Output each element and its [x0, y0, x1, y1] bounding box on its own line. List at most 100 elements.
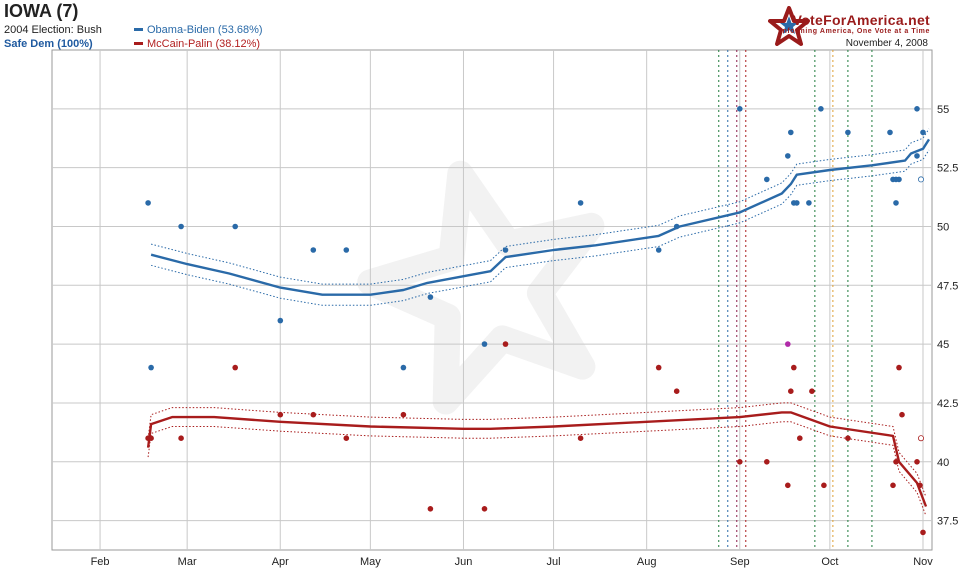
y-tick-label: 40 — [937, 457, 949, 469]
rating-label: Safe Dem (100%) — [4, 38, 93, 50]
trend-lines — [146, 138, 931, 507]
final-estimate-gop — [918, 435, 925, 442]
poll-point-dem — [806, 200, 812, 206]
poll-point-gop — [673, 388, 680, 395]
star-logo-icon — [768, 6, 810, 46]
final-estimate-dem — [918, 176, 925, 183]
poll-point-gop — [310, 411, 317, 418]
x-tick-label: Apr — [272, 556, 289, 568]
star-watermark-icon — [357, 160, 605, 415]
poll-point-dem — [785, 153, 791, 159]
poll-point-gop — [821, 482, 827, 489]
poll-point-dem — [502, 247, 509, 253]
y-tick-label: 55 — [937, 104, 949, 116]
poll-point-dem — [788, 129, 794, 136]
poll-point-dem — [764, 176, 770, 183]
trend-line-dem — [150, 138, 931, 296]
plot-frame — [51, 49, 933, 551]
poll-point-gop — [788, 388, 794, 395]
poll-point-dem — [673, 223, 680, 230]
page-title: IOWA (7) — [4, 1, 79, 21]
poll-point-gop — [764, 459, 770, 465]
poll-point-dem — [896, 176, 902, 183]
poll-point-gop — [148, 435, 154, 442]
poll-point-gop — [797, 435, 803, 442]
poll-point-dem — [737, 106, 743, 112]
poll-point-gop — [502, 341, 509, 347]
y-tick-label: 50 — [937, 221, 949, 233]
poll-point-gop — [427, 506, 434, 512]
watermark-star — [357, 160, 605, 415]
poll-point-dem — [145, 200, 151, 206]
band-lower-gop — [147, 421, 927, 517]
poll-point-gop — [917, 482, 923, 489]
poll-point-dem — [343, 247, 350, 253]
x-tick-label: Oct — [821, 556, 838, 568]
poll-point-dem — [655, 247, 662, 253]
poll-point-gop — [232, 364, 238, 371]
poll-point-dem — [148, 364, 154, 371]
x-tick-label: Nov — [913, 556, 933, 568]
trend-line-gop — [146, 411, 928, 507]
band-upper-dem — [150, 128, 930, 285]
poll-point-dem — [577, 200, 584, 206]
poll-point-gop — [893, 459, 899, 465]
poll-point-gop — [655, 364, 662, 371]
x-tick-label: Aug — [637, 556, 657, 568]
poll-point-dem — [310, 247, 317, 253]
brand-tagline: Informing America, One Vote at a Time — [779, 28, 930, 35]
poll-point-gop — [896, 364, 902, 371]
poll-point-gop — [481, 506, 488, 512]
y-tick-label: 42.5 — [937, 398, 958, 410]
poll-point-gop — [890, 482, 896, 489]
poll-point-dem — [400, 364, 407, 371]
legend-swatch-dem — [134, 27, 143, 31]
legend-swatch-gop — [134, 41, 143, 45]
poll-point-dem — [427, 294, 434, 300]
poll-point-gop — [277, 411, 284, 418]
poll-point-dem — [277, 317, 284, 324]
legend-item-gop: McCain-Palin (38.12%) — [134, 38, 260, 50]
poll-point-dem — [914, 106, 920, 112]
poll-point-gop — [809, 388, 815, 395]
poll-point-gop — [914, 459, 920, 465]
poll-point-dem — [818, 106, 824, 112]
x-tick-label: Mar — [178, 556, 197, 568]
poll-point-gop — [577, 435, 584, 442]
poll-point-gop — [845, 435, 851, 442]
poll-point-dem — [914, 153, 920, 159]
legend-label-gop: McCain-Palin (38.12%) — [147, 38, 261, 50]
chart-date: November 4, 2008 — [845, 38, 928, 49]
poll-points — [145, 106, 926, 536]
y-tick-label: 47.5 — [937, 280, 958, 292]
legend-item-dem: Obama-Biden (53.68%) — [134, 24, 263, 36]
poll-point-dem — [232, 223, 238, 230]
x-tick-label: Feb — [91, 556, 110, 568]
poll-point-gop — [178, 435, 184, 442]
poll-point-dem — [481, 341, 488, 347]
x-tick-label: Sep — [730, 556, 750, 568]
brand-name: VoteForAmerica.net — [792, 12, 930, 28]
chart-grid — [51, 49, 933, 551]
previous-election-label: 2004 Election: Bush — [4, 24, 102, 36]
x-tick-label: May — [360, 556, 381, 568]
poll-point-dem — [920, 129, 926, 136]
y-tick-label: 45 — [937, 339, 949, 351]
poll-point-gop — [400, 411, 407, 418]
x-tick-label: Jun — [455, 556, 473, 568]
poll-point-gop — [791, 364, 797, 371]
y-tick-label: 37.5 — [937, 516, 958, 528]
confidence-bands — [147, 128, 930, 517]
poll-point-gop — [899, 411, 905, 418]
poll-point-dem — [178, 223, 184, 230]
x-axis: Feb Mar Apr May Jun Jul Aug Sep Oct Nov — [91, 556, 934, 568]
x-tick-label: Jul — [547, 556, 561, 568]
event-lines — [718, 50, 873, 550]
legend-label-dem: Obama-Biden (53.68%) — [147, 24, 263, 36]
y-axis: 37.5 40 42.5 45 47.5 50 52.5 55 — [937, 104, 958, 528]
poll-point-gop — [920, 529, 926, 536]
poll-point-gop — [343, 435, 350, 442]
poll-point-dem — [794, 200, 800, 206]
poll-point-gop — [785, 482, 791, 489]
band-lower-dem — [150, 149, 930, 306]
